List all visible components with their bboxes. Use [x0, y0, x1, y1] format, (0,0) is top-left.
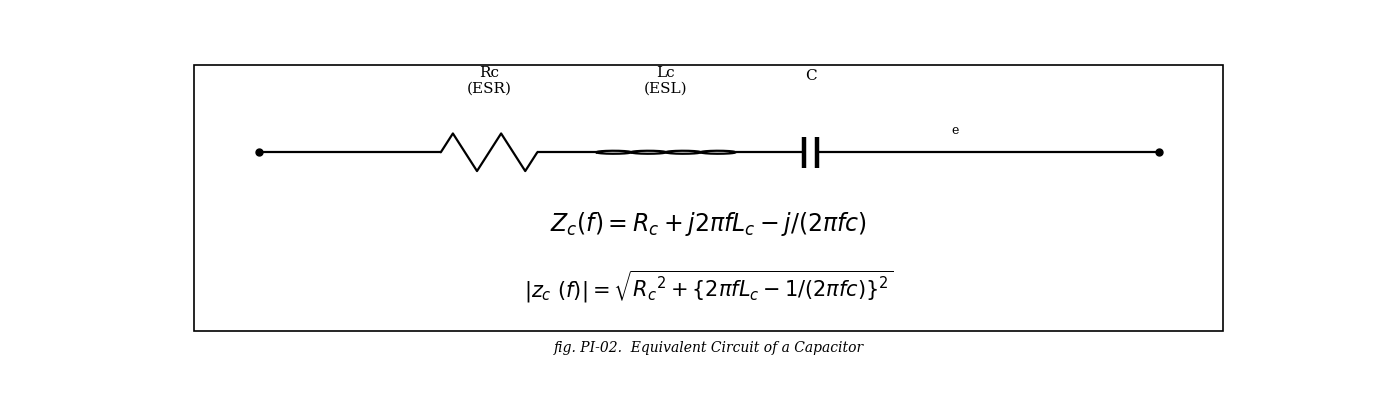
Text: $| z_c\ (f)| = \sqrt{R_c{}^2+\{2\pi f L_c-1/(2\pi fc)\}^2}$: $| z_c\ (f)| = \sqrt{R_c{}^2+\{2\pi f L_…	[524, 269, 893, 305]
Text: Lc
(ESL): Lc (ESL)	[644, 66, 687, 96]
Text: e: e	[952, 124, 958, 137]
Text: $Z_c(f) = R_c + j2\pi f L_c - j/(2\pi fc)$: $Z_c(f) = R_c + j2\pi f L_c - j/(2\pi fc…	[550, 210, 867, 239]
Text: Rc
(ESR): Rc (ESR)	[466, 66, 512, 96]
Text: fig. PI-02.  Equivalent Circuit of a Capacitor: fig. PI-02. Equivalent Circuit of a Capa…	[553, 341, 864, 355]
Text: C: C	[805, 69, 816, 83]
